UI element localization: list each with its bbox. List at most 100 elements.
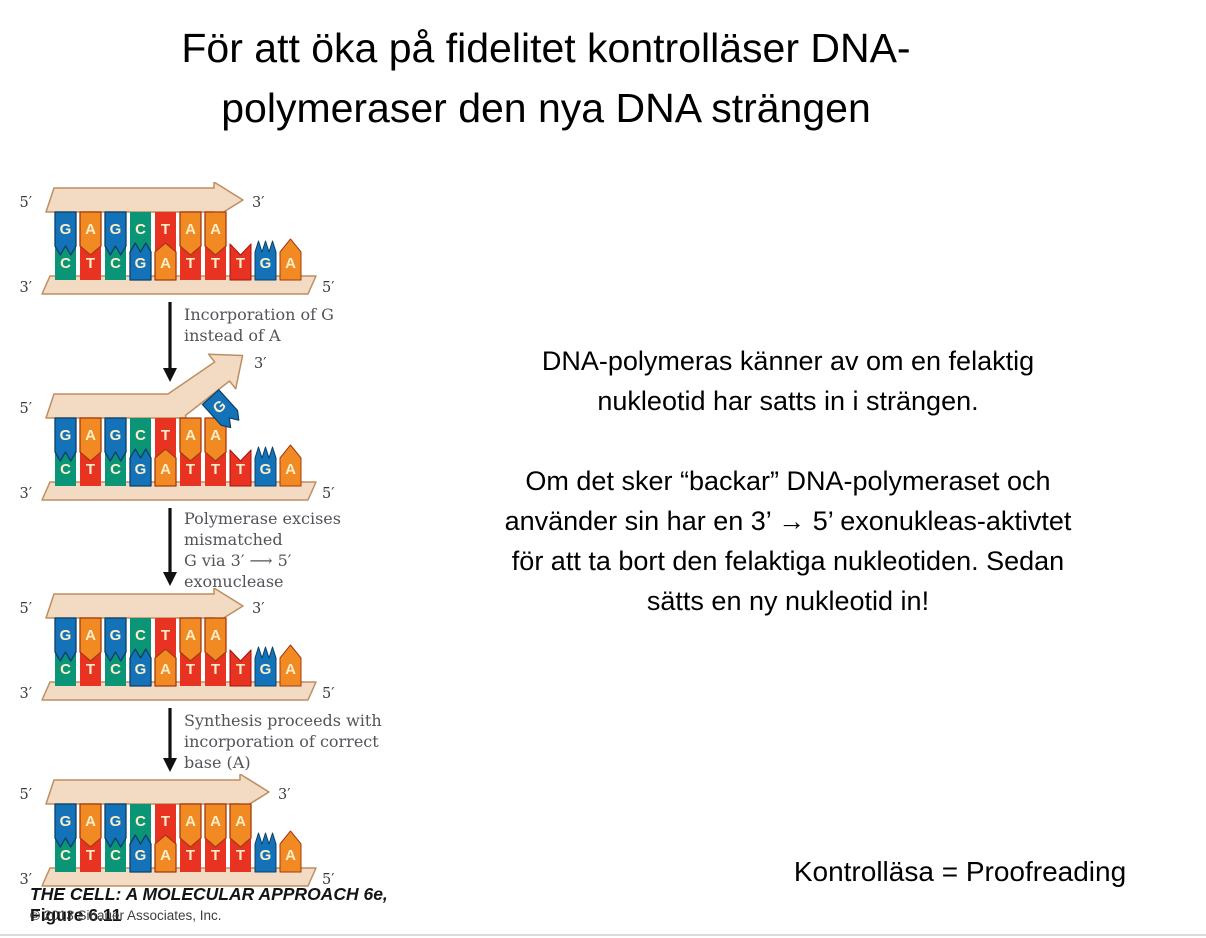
base-bottom-G	[129, 648, 152, 687]
base-letter-bottom: T	[211, 661, 220, 678]
base-bottom-T	[205, 838, 226, 872]
base-letter-bottom: T	[86, 661, 95, 678]
three-prime-label: 3′	[278, 787, 291, 803]
base-letter-bottom: C	[60, 661, 71, 678]
base-bottom-A	[154, 834, 177, 873]
base-letter-bottom: T	[86, 461, 95, 478]
base-letter-top: G	[110, 427, 122, 444]
base-letter-bottom: T	[236, 661, 245, 678]
base-top-T	[155, 212, 176, 252]
three-prime-label: 3′	[19, 872, 32, 888]
proofreading-note: Kontrolläsa = Proofreading	[793, 856, 1127, 887]
base-top-G	[54, 617, 77, 662]
base-top-C	[130, 618, 151, 658]
base-top-T	[155, 618, 176, 658]
base-top-A	[179, 617, 202, 662]
base-bottom-A	[154, 648, 177, 687]
base-bottom-T	[180, 246, 201, 280]
base-letter-bottom: G	[135, 847, 147, 864]
down-arrow-icon-1	[163, 302, 177, 382]
three-prime-label: 3′	[19, 280, 32, 296]
base-letter-top: G	[60, 427, 72, 444]
base-top-A	[79, 211, 102, 256]
base-letter-bottom: G	[135, 661, 147, 678]
base-letter-top: G	[60, 813, 72, 830]
base-top-A	[204, 211, 227, 256]
figure-panel-1: 5′ 3′ 3′ 5′ G C A T G C C G T A A T A T T G A	[0, 182, 430, 300]
base-letter-bottom: A	[285, 255, 296, 272]
base-letter-bottom: G	[260, 255, 272, 272]
base-letter-bottom: T	[211, 847, 220, 864]
base-bottom-T	[80, 838, 101, 872]
base-top-G	[54, 211, 77, 256]
base-letter-top: T	[161, 627, 170, 644]
dna-proofreading-figure: 5′ 3′ 3′ 5′ G C A T G C C G T A A T A T T G A Incorporation …	[0, 182, 440, 938]
base-bottom-C	[105, 652, 126, 686]
base-letter-top: A	[210, 221, 221, 238]
base-unpaired-A	[279, 830, 302, 873]
base-letter-bottom: T	[186, 255, 195, 272]
base-letter-bottom: G	[260, 847, 272, 864]
base-top-A	[204, 803, 227, 848]
base-top-A	[79, 417, 102, 462]
base-bottom-T	[230, 838, 251, 872]
base-letter-top: G	[110, 221, 122, 238]
base-unpaired-T	[229, 649, 252, 687]
base-top-C	[130, 212, 151, 252]
base-top-A	[229, 803, 252, 848]
step-label-1: Incorporation of G instead of A	[184, 305, 334, 345]
slide-bottom-edge	[0, 934, 1206, 936]
figure-caption: THE CELL: A MOLECULAR APPROACH 6e, Figur…	[30, 884, 440, 926]
base-top-G	[104, 211, 127, 256]
base-bottom-T	[80, 652, 101, 686]
base-letter-bottom: C	[110, 255, 121, 272]
body-paragraph-1: DNA-polymeras känner av om en felaktig n…	[541, 346, 1035, 416]
base-bottom-C	[105, 452, 126, 486]
base-bottom-C	[55, 452, 76, 486]
base-unpaired-G	[254, 832, 277, 873]
base-letter-top: A	[85, 627, 96, 644]
base-letter-bottom: G	[260, 461, 272, 478]
base-unpaired-A	[279, 444, 302, 487]
base-top-T	[155, 804, 176, 844]
base-bottom-A	[154, 242, 177, 281]
base-bottom-C	[55, 838, 76, 872]
base-letter-bottom: T	[236, 255, 245, 272]
base-letter-top: A	[185, 221, 196, 238]
base-bottom-G	[129, 242, 152, 281]
base-top-A	[79, 803, 102, 848]
base-top-A	[179, 803, 202, 848]
base-bottom-T	[205, 246, 226, 280]
base-letter-top: A	[210, 627, 221, 644]
base-letter-top: C	[135, 627, 146, 644]
base-letter-top: T	[161, 221, 170, 238]
base-bottom-G	[129, 448, 152, 487]
three-prime-label: 3′	[254, 356, 267, 372]
base-unpaired-G	[254, 446, 277, 487]
base-letter-top: A	[85, 221, 96, 238]
base-bottom-T	[180, 452, 201, 486]
five-prime-label: 5′	[322, 486, 335, 502]
base-letter-bottom: C	[110, 661, 121, 678]
base-letter-top: G	[110, 627, 122, 644]
base-bottom-C	[55, 652, 76, 686]
three-prime-label: 3′	[19, 686, 32, 702]
base-letter-top: A	[185, 813, 196, 830]
base-top-T	[155, 418, 176, 458]
base-letter-top: C	[135, 427, 146, 444]
five-prime-label: 5′	[322, 872, 335, 888]
base-letter-bottom: C	[110, 461, 121, 478]
base-bottom-C	[55, 246, 76, 280]
base-top-G	[104, 803, 127, 848]
base-unpaired-T	[229, 243, 252, 281]
template-backbone	[41, 867, 317, 887]
base-letter-top: G	[60, 627, 72, 644]
base-top-A	[79, 617, 102, 662]
base-unpaired-A	[279, 644, 302, 687]
base-letter-bottom: G	[260, 661, 272, 678]
base-letter-bottom: T	[186, 661, 195, 678]
figure-caption-number: Figure 6.11	[30, 905, 122, 925]
